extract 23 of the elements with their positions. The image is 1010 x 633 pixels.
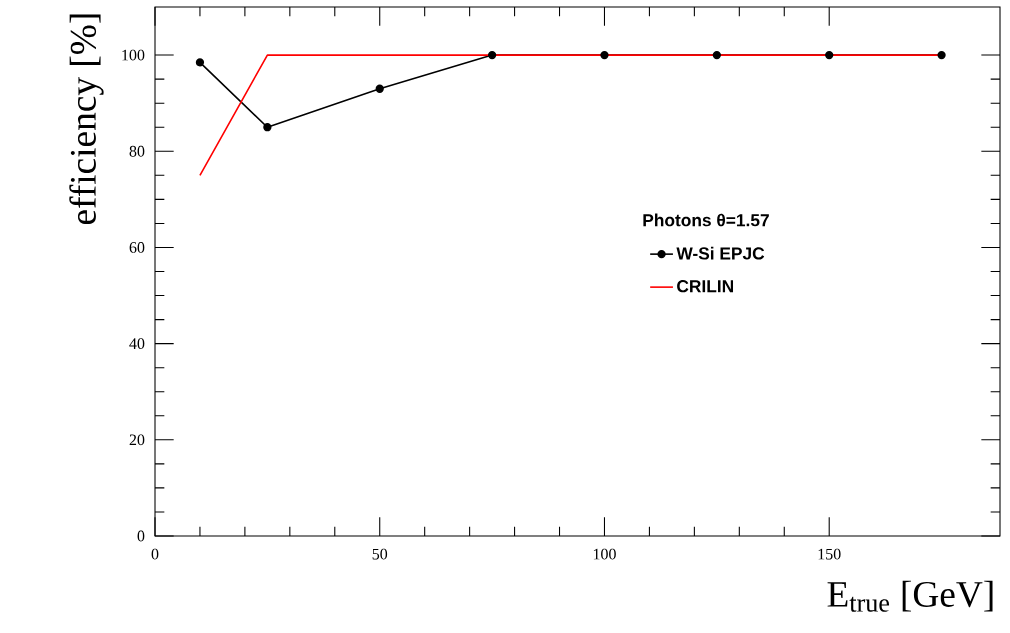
y-tick-label: 80	[129, 145, 145, 157]
y-tick-label: 100	[122, 49, 145, 61]
point	[263, 123, 272, 132]
point	[937, 50, 946, 60]
x-axis-title: E$_{true}$ [GeV]	[827, 580, 993, 612]
legend-label: W-Si EPJC	[676, 246, 765, 260]
legend-label: CRILIN	[677, 280, 734, 293]
y-tick-label: 40	[129, 338, 145, 350]
x-tick-label: 150	[818, 548, 841, 560]
x-tick-label: 0	[151, 548, 159, 560]
point	[712, 50, 721, 60]
x-tick-label: 100	[593, 548, 616, 560]
y-tick-label: 20	[129, 434, 145, 446]
point	[195, 58, 205, 67]
point	[487, 50, 497, 60]
y-tick-label: 0	[137, 530, 145, 542]
point	[600, 50, 609, 60]
point	[825, 50, 834, 60]
point	[375, 84, 384, 93]
y-axis-title: efficiency [%]	[69, 14, 104, 225]
x-tick-label: 50	[372, 548, 388, 560]
legend-title: Photons θ=1.57	[643, 213, 769, 227]
y-tick-label: 60	[129, 242, 145, 253]
